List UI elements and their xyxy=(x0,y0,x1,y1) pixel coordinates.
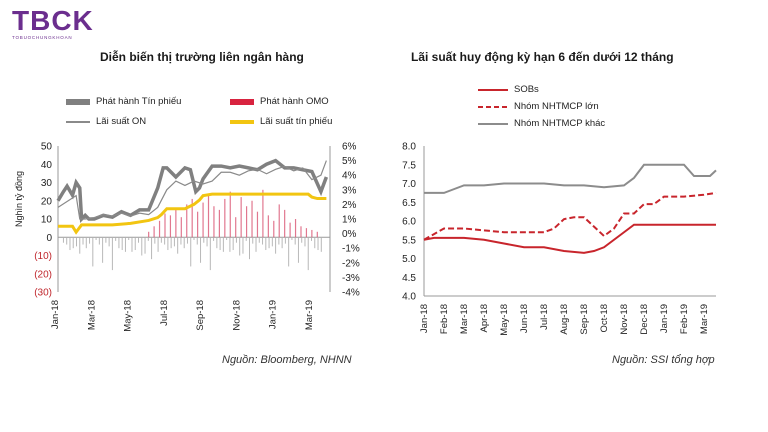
left-tick-label: (30) xyxy=(34,288,52,299)
left-chart-title: Diễn biến thị trường liên ngân hàng xyxy=(100,50,304,64)
x-tick-label: Jan-19 xyxy=(268,300,279,329)
left-y-axis-label: Nghìn tỷ đồng xyxy=(14,171,24,227)
legend-item: Nhóm NHTMCP lớn xyxy=(478,101,599,112)
legend-label: Nhóm NHTMCP lớn xyxy=(514,101,599,112)
x-tick-label: Mar-19 xyxy=(699,304,710,334)
legend-label: Phát hành Tín phiếu xyxy=(96,96,182,107)
y-tick-label: 5.0 xyxy=(402,254,416,265)
x-tick-label: Apr-18 xyxy=(479,304,490,333)
x-tick-label: Jul-18 xyxy=(539,304,550,330)
left-tick-label: 10 xyxy=(41,215,53,226)
x-tick-label: Aug-18 xyxy=(559,304,570,335)
x-tick-label: Mar-19 xyxy=(304,300,315,330)
left-tick-label: (20) xyxy=(34,269,52,280)
legend-swatch-tin-phieu xyxy=(66,98,90,105)
left-tick-label: 0 xyxy=(46,233,52,244)
legend-swatch-sobs xyxy=(478,88,508,91)
right-tick-label: -2% xyxy=(342,258,360,269)
tin-phieu-line xyxy=(56,158,329,224)
right-tick-label: -3% xyxy=(342,273,360,284)
x-tick-label: Feb-19 xyxy=(679,304,690,334)
x-tick-label: May-18 xyxy=(123,300,134,332)
left-tick-label: (10) xyxy=(34,251,52,262)
legend-label: Lãi suất ON xyxy=(96,116,147,127)
left-tick-label: 40 xyxy=(41,160,53,171)
right-tick-label: 4% xyxy=(342,171,357,182)
left-tick-label: 30 xyxy=(41,178,53,189)
right-tick-label: -4% xyxy=(342,288,360,299)
sobs-line xyxy=(423,223,716,254)
x-tick-label: Jan-18 xyxy=(419,304,430,333)
x-tick-label: Dec-18 xyxy=(639,304,650,335)
left-tick-label: 20 xyxy=(41,196,53,207)
legend-item: Lãi suất ON xyxy=(66,116,146,127)
legend-swatch-on xyxy=(66,120,90,123)
x-tick-label: Feb-18 xyxy=(439,304,450,334)
right-chart-source: Nguồn: SSI tổng hợp xyxy=(612,354,715,366)
logo-tagline: TOBUOCHUNGKHOAN xyxy=(12,35,73,40)
x-tick-label: May-18 xyxy=(499,304,510,336)
legend-item: Nhóm NHTMCP khác xyxy=(478,118,605,129)
legend-swatch-nhtmcp-lon xyxy=(478,105,508,108)
x-tick-label: Mar-18 xyxy=(86,300,97,330)
logo-text: TBCK xyxy=(12,5,94,36)
y-tick-label: 4.0 xyxy=(402,292,416,303)
y-tick-label: 6.0 xyxy=(402,217,416,228)
right-tick-label: 5% xyxy=(342,156,357,167)
x-tick-label: Jan-19 xyxy=(659,304,670,333)
y-tick-label: 7.0 xyxy=(402,179,416,190)
legend-label: Nhóm NHTMCP khác xyxy=(514,118,606,129)
on-rate-line xyxy=(57,160,327,220)
legend-swatch-lai-suat-tin-phieu xyxy=(230,119,254,124)
tin-phieu-rate-line xyxy=(58,192,327,235)
right-tick-label: 0% xyxy=(342,229,357,240)
right-tick-label: 1% xyxy=(342,215,357,226)
x-tick-label: Nov-18 xyxy=(231,300,242,331)
x-tick-label: Nov-18 xyxy=(619,304,630,335)
x-tick-label: Sep-18 xyxy=(195,300,206,331)
y-tick-label: 5.5 xyxy=(402,235,416,246)
y-tick-label: 4.5 xyxy=(402,273,416,284)
brand-logo: TBCK TOBUOCHUNGKHOAN xyxy=(12,5,94,41)
legend-swatch-omo xyxy=(230,98,254,105)
y-tick-label: 8.0 xyxy=(402,142,416,153)
legend-swatch-nhtmcp-khac xyxy=(478,122,508,125)
left-chart-source: Nguồn: Bloomberg, NHNN xyxy=(222,354,352,366)
x-tick-label: Mar-18 xyxy=(459,304,470,334)
legend-item: Phát hành OMO xyxy=(230,96,329,107)
y-tick-label: 7.5 xyxy=(402,160,416,171)
nhtmcp-lon-line xyxy=(423,191,717,241)
legend-label: SOBs xyxy=(514,84,539,95)
legend-label: Phát hành OMO xyxy=(260,96,329,107)
legend-item: Lãi suất tín phiếu xyxy=(230,116,332,127)
right-chart-title: Lãi suất huy động kỳ hạn 6 đến dưới 12 t… xyxy=(411,50,674,64)
left-tick-label: 50 xyxy=(41,142,53,153)
x-tick-label: Jun-18 xyxy=(519,304,530,333)
legend-label: Lãi suất tín phiếu xyxy=(260,116,333,127)
legend-item: SOBs xyxy=(478,84,539,95)
right-tick-label: 3% xyxy=(342,185,357,196)
x-tick-label: Jan-18 xyxy=(50,300,61,329)
right-tick-label: 6% xyxy=(342,142,357,153)
y-tick-label: 6.5 xyxy=(402,198,416,209)
right-tick-label: 2% xyxy=(342,200,357,211)
right-tick-label: -1% xyxy=(342,244,360,255)
nhtmcp-khac-line xyxy=(424,163,717,194)
legend-item: Phát hành Tín phiếu xyxy=(66,96,181,107)
x-tick-label: Jul-18 xyxy=(159,300,170,326)
x-tick-label: Oct-18 xyxy=(599,304,610,333)
x-tick-label: Sep-18 xyxy=(579,304,590,335)
